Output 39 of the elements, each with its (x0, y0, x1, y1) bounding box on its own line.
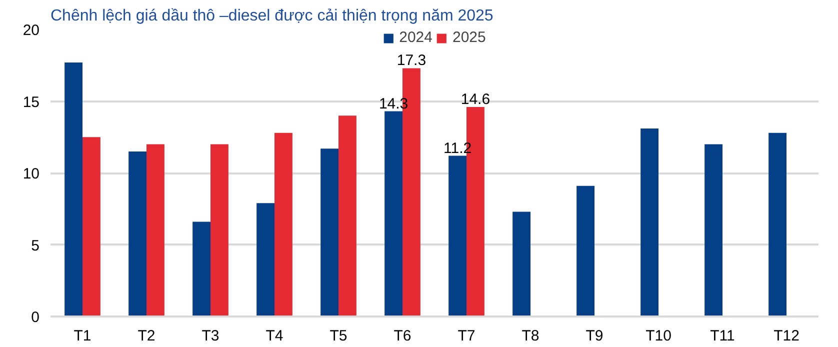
legend-label: 2025 (452, 29, 486, 46)
y-tick-label: 10 (22, 166, 40, 182)
bar (192, 222, 210, 316)
data-label: 17.3 (396, 52, 426, 70)
bar (210, 144, 228, 316)
bar (128, 151, 146, 316)
bar (82, 137, 100, 316)
x-tick-label: T10 (646, 328, 672, 344)
x-tick-label: T11 (710, 328, 735, 344)
x-tick-label: T3 (202, 328, 220, 344)
x-tick-label: T12 (774, 328, 800, 344)
x-tick-label: T4 (266, 328, 284, 344)
bar (146, 144, 164, 316)
y-tick-label: 5 (31, 237, 40, 254)
bar (64, 62, 82, 316)
x-tick-label: T5 (330, 328, 348, 344)
bar (338, 116, 356, 316)
y-tick-label: 15 (22, 94, 40, 111)
data-label: 14.6 (460, 90, 490, 108)
x-tick-label: T1 (74, 328, 92, 344)
bar (320, 148, 338, 316)
y-tick-label: 20 (22, 22, 40, 39)
bar (576, 186, 594, 316)
legend-label: 2024 (399, 29, 432, 46)
x-tick-label: T9 (586, 328, 604, 344)
y-tick-label: 0 (31, 309, 40, 326)
bar (384, 111, 402, 316)
x-tick-label: T7 (458, 328, 476, 344)
bar (640, 128, 658, 316)
x-tick-label: T2 (138, 328, 156, 344)
chart-title: Chênh lệch giá dầu thô –diesel được cải thiện trọng năm 2025 (50, 8, 494, 24)
bar (704, 144, 722, 316)
bar (768, 132, 786, 316)
bar (512, 212, 530, 316)
bar (256, 203, 274, 316)
bar (448, 156, 466, 316)
x-tick-label: T6 (394, 328, 412, 344)
x-tick-label: T8 (522, 328, 540, 344)
bar (274, 132, 292, 316)
